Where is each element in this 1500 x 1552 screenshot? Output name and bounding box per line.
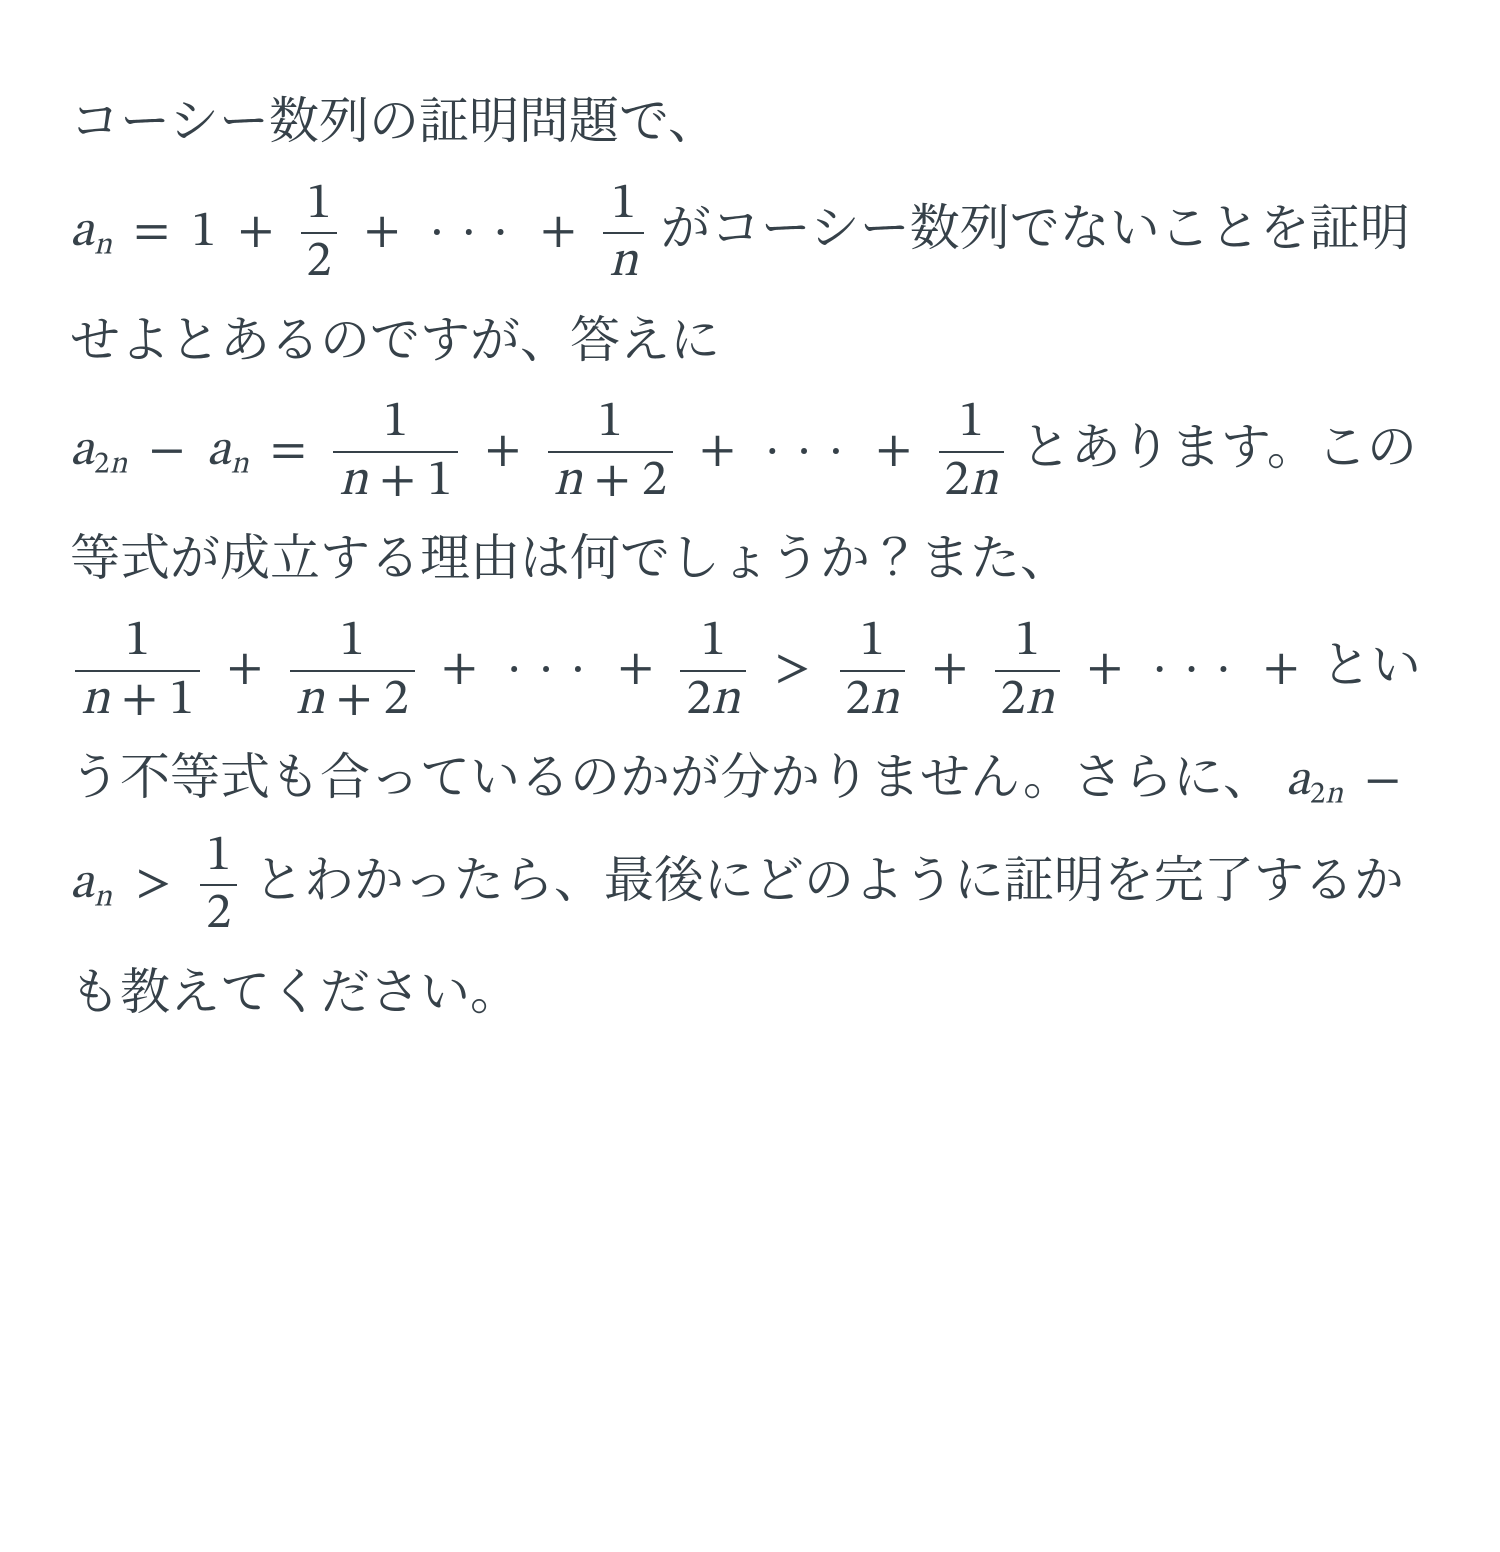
- frac-lhs-1: 1 n + 1: [72, 615, 203, 726]
- dots-4: · · ·: [1145, 644, 1242, 694]
- den: 2n: [939, 453, 1005, 508]
- math-an-definition: an = 1 + 1 2 + · · · + 1 n: [70, 207, 661, 257]
- num: 1: [548, 396, 673, 453]
- num: 1: [301, 178, 338, 235]
- var-a-4: a: [70, 859, 94, 909]
- var-a-1: a: [70, 426, 94, 476]
- dots-3: · · ·: [499, 644, 596, 694]
- op-plus-9: +: [608, 644, 664, 694]
- frac-rhs-2: 1 2n: [992, 615, 1064, 726]
- text-intro: コーシー数列の証明問題で、: [70, 81, 718, 153]
- frac-lhs-2: 1 n + 2: [287, 615, 418, 726]
- den: 2: [200, 886, 237, 941]
- num: 1: [200, 830, 237, 887]
- op-plus-7: +: [217, 644, 273, 694]
- paragraph-1: コーシー数列の証明問題で、: [70, 70, 1430, 165]
- math-diff-expansion: a2n − an = 1 n + 1 + 1 n + 2 + · · · + 1…: [70, 426, 1021, 476]
- op-eq-2: =: [260, 426, 316, 476]
- den: n + 2: [548, 453, 673, 508]
- op-plus-11: +: [1077, 644, 1133, 694]
- text-final: とわかったら、最後にどのように証明を完了するかも教えてください。: [70, 840, 1404, 1024]
- paragraph-2: an = 1 + 1 2 + · · · + 1 n がコーシー数列でないことを…: [70, 177, 1430, 384]
- op-plus-2: +: [354, 207, 410, 257]
- op-plus-3: +: [530, 207, 586, 257]
- op-plus-1: +: [228, 207, 284, 257]
- sub-n-2: n: [231, 449, 249, 480]
- var-a: a: [70, 207, 94, 257]
- den: 2: [301, 234, 338, 289]
- op-plus-4: +: [475, 426, 531, 476]
- op-gt-2: >: [124, 859, 184, 909]
- paragraph-4: 1 n + 1 + 1 n + 2 + · · · + 1 2n > 1 2n …: [70, 614, 1430, 1035]
- op-minus-1: −: [139, 426, 195, 476]
- op-plus-5: +: [689, 426, 745, 476]
- num: 1: [290, 615, 415, 672]
- frac-1-np2: 1 n + 2: [545, 396, 676, 507]
- den: n: [603, 234, 644, 289]
- num: 1: [995, 615, 1061, 672]
- frac-1-2n: 1 2n: [936, 396, 1008, 507]
- frac-1-2-b: 1 2: [197, 830, 240, 941]
- sub-2n-1: 2n: [94, 449, 127, 480]
- den: n + 1: [333, 453, 458, 508]
- den: 2n: [840, 672, 906, 727]
- den: n + 1: [75, 672, 200, 727]
- dots-1: · · ·: [422, 207, 519, 257]
- sub-2n-2: 2n: [1310, 780, 1343, 811]
- op-eq: =: [124, 207, 180, 257]
- num: 1: [680, 615, 746, 672]
- var-a-3: a: [1286, 756, 1310, 806]
- var-a-2: a: [207, 426, 231, 476]
- frac-rhs-1: 1 2n: [837, 615, 909, 726]
- den: 2n: [680, 672, 746, 727]
- frac-1-n: 1 n: [600, 178, 647, 289]
- sub-n: n: [94, 231, 112, 262]
- dots-2: · · ·: [757, 426, 854, 476]
- frac-1-np1: 1 n + 1: [330, 396, 461, 507]
- frac-lhs-3: 1 2n: [677, 615, 749, 726]
- num: 1: [333, 396, 458, 453]
- sub-n-3: n: [94, 883, 112, 914]
- paragraph-3: a2n − an = 1 n + 1 + 1 n + 2 + · · · + 1…: [70, 396, 1430, 603]
- term-1: 1: [191, 207, 216, 257]
- den: 2n: [995, 672, 1061, 727]
- num: 1: [75, 615, 200, 672]
- math-inequality: 1 n + 1 + 1 n + 2 + · · · + 1 2n > 1 2n …: [70, 644, 1321, 694]
- op-plus-8: +: [431, 644, 487, 694]
- op-plus-12: +: [1253, 644, 1309, 694]
- op-plus-6: +: [866, 426, 922, 476]
- den: n + 2: [290, 672, 415, 727]
- op-minus-2: −: [1355, 756, 1411, 806]
- num: 1: [603, 178, 644, 235]
- op-plus-10: +: [922, 644, 978, 694]
- frac-1-2: 1 2: [298, 178, 341, 289]
- num: 1: [840, 615, 906, 672]
- op-gt: >: [763, 644, 823, 694]
- num: 1: [939, 396, 1005, 453]
